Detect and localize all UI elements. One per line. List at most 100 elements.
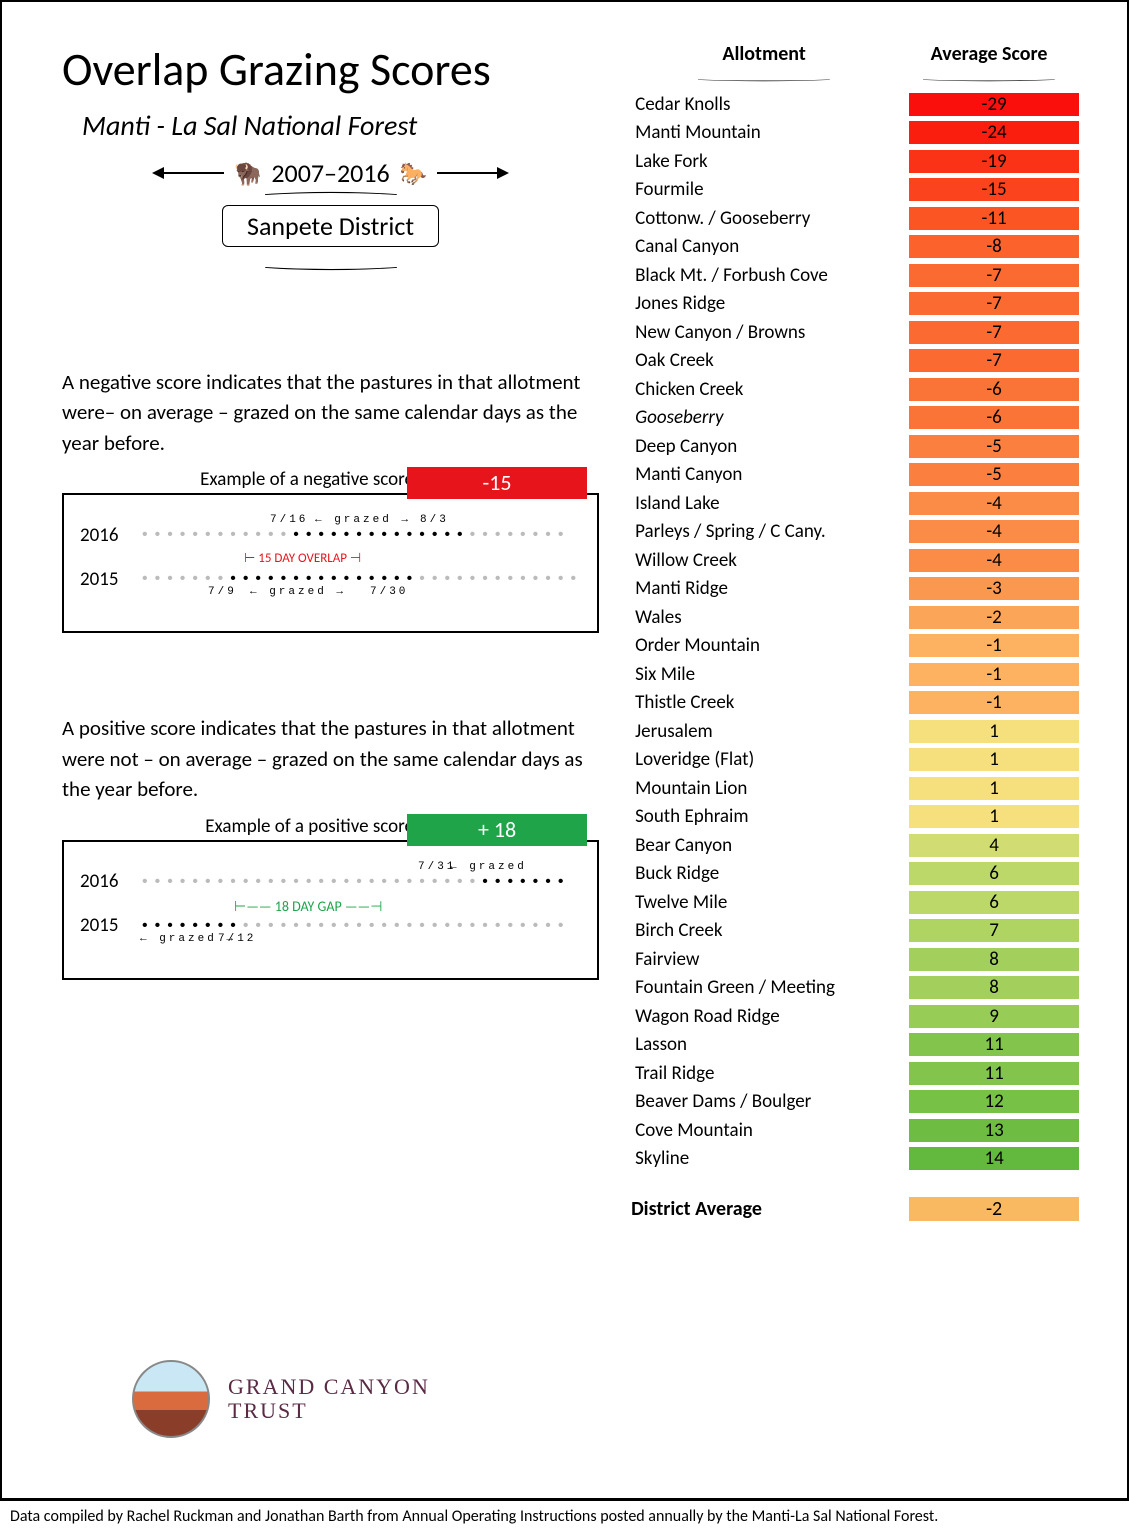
table-row: Mountain Lion1 — [629, 774, 1079, 803]
grazed-label: ← grazed → — [250, 586, 346, 598]
date-range: 2007–2016 — [271, 157, 389, 189]
logo-line2: TRUST — [228, 1399, 430, 1423]
table-row: Oak Creek-7 — [629, 347, 1079, 376]
table-row: Cottonw. / Gooseberry-11 — [629, 204, 1079, 233]
score-value: 13 — [909, 1119, 1079, 1142]
score-value: 6 — [909, 891, 1079, 914]
allotment-name: Twelve Mile — [629, 891, 909, 914]
allotment-name: Fountain Green / Meeting — [629, 976, 909, 999]
table-row: Deep Canyon-5 — [629, 432, 1079, 461]
table-row: Six Mile-1 — [629, 660, 1079, 689]
allotment-name: Skyline — [629, 1147, 909, 1170]
score-value: -24 — [909, 121, 1079, 144]
brace-row: ⏝ ⏝ — [629, 68, 1079, 80]
allotment-name: Mountain Lion — [629, 777, 909, 800]
table-row: Fairview8 — [629, 945, 1079, 974]
table-row: Trail Ridge11 — [629, 1059, 1079, 1088]
grazed-label: ← grazed → — [315, 514, 411, 526]
header-center: 🦬 2007–2016 🐎 ⏜ Sanpete District ⏜ — [121, 157, 541, 267]
allotment-name: Parleys / Spring / C Cany. — [629, 520, 909, 543]
allotment-name: Wales — [629, 606, 909, 629]
allotment-name: Lake Fork — [629, 150, 909, 173]
allotment-name: Birch Creek — [629, 919, 909, 942]
allotment-name: Buck Ridge — [629, 862, 909, 885]
buffalo-icon: 🦬 — [234, 160, 261, 187]
score-value: -4 — [909, 492, 1079, 515]
brace-bottom-icon: ⏜ — [0, 260, 1129, 265]
date-label: 7/9 — [208, 586, 237, 598]
score-value: 9 — [909, 1005, 1079, 1028]
score-value: -7 — [909, 349, 1079, 372]
score-value: -29 — [909, 93, 1079, 116]
table-headers: Allotment Average Score — [629, 42, 1079, 66]
left-column: Overlap Grazing Scores Manti - La Sal Na… — [62, 42, 599, 1478]
allotment-name: Black Mt. / Forbush Cove — [629, 264, 909, 287]
table-row: Cedar Knolls-29 — [629, 90, 1079, 119]
table-row: Jones Ridge-7 — [629, 290, 1079, 319]
score-value: 6 — [909, 862, 1079, 885]
logo-area: GRAND CANYON TRUST — [132, 1360, 599, 1438]
logo-text: GRAND CANYON TRUST — [228, 1375, 430, 1423]
negative-score-badge: -15 — [407, 467, 587, 499]
allotment-name: Canal Canyon — [629, 235, 909, 258]
table-row: Lasson11 — [629, 1031, 1079, 1060]
arrow-left-icon — [154, 172, 224, 174]
year-label: 2016 — [80, 524, 126, 547]
table-row: Skyline14 — [629, 1145, 1079, 1174]
allotment-name: Manti Canyon — [629, 463, 909, 486]
positive-description: A positive score indicates that the past… — [62, 713, 599, 804]
allotment-name: Six Mile — [629, 663, 909, 686]
horse-icon: 🐎 — [400, 160, 427, 187]
district-avg-value: -2 — [909, 1197, 1079, 1221]
table-row: Jerusalem1 — [629, 717, 1079, 746]
score-value: -19 — [909, 150, 1079, 173]
allotment-name: Thistle Creek — [629, 691, 909, 714]
allotment-name: Gooseberry — [629, 406, 909, 429]
score-value: 8 — [909, 976, 1079, 999]
table-row: Island Lake-4 — [629, 489, 1079, 518]
allotment-name: Jones Ridge — [629, 292, 909, 315]
score-value: 14 — [909, 1147, 1079, 1170]
score-value: 4 — [909, 834, 1079, 857]
positive-example-box: + 18 2016 ••••••••••••••••••••••••••••••… — [62, 840, 599, 980]
score-value: -4 — [909, 549, 1079, 572]
timeline-dots: ••••••••••••••••••••••••••••••••••• 7/9 … — [140, 570, 581, 588]
table-row: Lake Fork-19 — [629, 147, 1079, 176]
table-row: Manti Ridge-3 — [629, 575, 1079, 604]
score-value: -7 — [909, 264, 1079, 287]
year-label: 2015 — [80, 568, 126, 591]
page-frame: Overlap Grazing Scores Manti - La Sal Na… — [0, 0, 1129, 1500]
score-value: -1 — [909, 634, 1079, 657]
neg-timeline-2015: 2015 •••••••••••••••••••••••••••••••••••… — [80, 557, 581, 601]
table-row: Manti Canyon-5 — [629, 461, 1079, 490]
score-value: 1 — [909, 748, 1079, 771]
negative-example-box: -15 2016 •••••••••••••••••••••••••••••••… — [62, 493, 599, 633]
score-value: -5 — [909, 463, 1079, 486]
score-value: 1 — [909, 720, 1079, 743]
score-value: 7 — [909, 919, 1079, 942]
score-value: 12 — [909, 1090, 1079, 1113]
date-range-row: 🦬 2007–2016 🐎 — [121, 157, 541, 189]
positive-score-badge: + 18 — [407, 814, 587, 846]
score-value: 1 — [909, 805, 1079, 828]
allotment-name: New Canyon / Browns — [629, 321, 909, 344]
score-value: 11 — [909, 1033, 1079, 1056]
score-value: -8 — [909, 235, 1079, 258]
score-value: -7 — [909, 321, 1079, 344]
negative-description: A negative score indicates that the past… — [62, 367, 599, 458]
allotment-name: Bear Canyon — [629, 834, 909, 857]
table-row: Wagon Road Ridge9 — [629, 1002, 1079, 1031]
brace-icon: ⏝ — [359, 72, 1129, 77]
table-row: Birch Creek7 — [629, 917, 1079, 946]
allotment-name: Willow Creek — [629, 549, 909, 572]
score-value: -6 — [909, 406, 1079, 429]
timeline-dots: •••••••••••••••••••••••••••••••••• ← gra… — [140, 917, 581, 935]
date-label: 7/16 — [270, 514, 308, 526]
score-value: 1 — [909, 777, 1079, 800]
allotment-name: Trail Ridge — [629, 1062, 909, 1085]
table-row: Parleys / Spring / C Cany.-4 — [629, 518, 1079, 547]
score-value: -5 — [909, 435, 1079, 458]
score-value: -4 — [909, 520, 1079, 543]
timeline-dots: •••••••••••••••••••••••••••••••••• 7/16 … — [140, 526, 581, 544]
score-value: -1 — [909, 691, 1079, 714]
